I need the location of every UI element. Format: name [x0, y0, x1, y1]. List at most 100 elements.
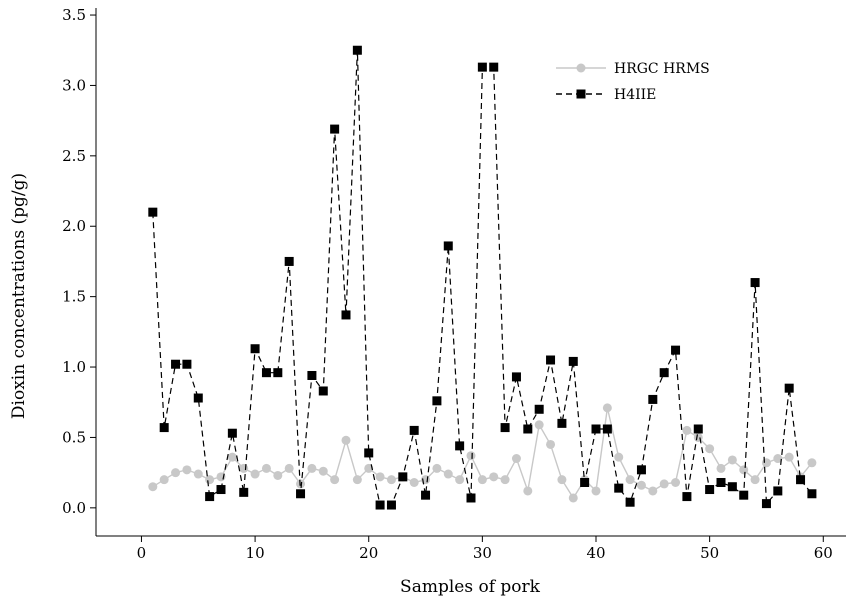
data-point [761, 499, 771, 509]
data-point [239, 487, 249, 497]
data-point [682, 425, 692, 435]
x-tick-label: 30 [473, 544, 492, 562]
data-point [455, 441, 465, 451]
data-point [500, 475, 510, 485]
data-point [750, 475, 760, 485]
series-layer [148, 45, 817, 510]
data-point [511, 454, 521, 464]
data-point [148, 482, 158, 492]
data-point [625, 497, 635, 507]
x-tick-label: 10 [246, 544, 265, 562]
data-point [614, 452, 624, 462]
data-point [727, 482, 737, 492]
data-point [250, 469, 260, 479]
data-point [489, 62, 499, 72]
data-point [693, 424, 703, 434]
data-point [352, 45, 362, 55]
legend-marker [576, 89, 586, 99]
y-tick-label: 3.5 [62, 6, 86, 24]
data-point [239, 463, 249, 473]
data-point [193, 469, 203, 479]
data-point [375, 500, 385, 510]
series-line [152, 50, 813, 506]
data-point [727, 455, 737, 465]
data-point [273, 470, 283, 480]
data-point [716, 477, 726, 487]
data-point [671, 477, 681, 487]
data-point [761, 458, 771, 468]
y-axis-label: Dioxin concentrations (pg/g) [9, 173, 29, 419]
data-point [148, 207, 158, 217]
data-point [159, 475, 169, 485]
data-point [784, 383, 794, 393]
plot-frame [95, 8, 846, 537]
data-point [409, 477, 419, 487]
data-point [318, 386, 328, 396]
data-point [307, 463, 317, 473]
data-point [534, 404, 544, 414]
data-point [784, 452, 794, 462]
data-point [636, 465, 646, 475]
x-axis-label: Samples of pork [400, 577, 541, 597]
data-point [273, 368, 283, 378]
data-point [659, 368, 669, 378]
data-point [443, 469, 453, 479]
data-point [466, 493, 476, 503]
data-point [648, 394, 658, 404]
data-point [296, 489, 306, 499]
y-tick-label: 2.5 [62, 147, 86, 165]
data-point [591, 486, 601, 496]
legend-label: HRGC HRMS [614, 61, 710, 77]
data-point [432, 396, 442, 406]
data-point [330, 124, 340, 134]
series-line [152, 407, 813, 500]
data-point [216, 485, 226, 495]
data-point [375, 472, 385, 482]
data-point [421, 490, 431, 500]
legend: HRGC HRMS H4IIE [556, 61, 710, 103]
data-point [205, 492, 215, 502]
data-point [284, 256, 294, 266]
data-point [307, 370, 317, 380]
data-point [523, 424, 533, 434]
x-tick-label: 50 [700, 544, 719, 562]
data-point [625, 475, 635, 485]
y-tick-label: 3.0 [62, 76, 86, 94]
x-axis-ticks: 0 10 20 30 40 50 60 [137, 536, 833, 562]
data-point [807, 458, 817, 468]
data-point [409, 425, 419, 435]
data-point [477, 62, 487, 72]
data-point [341, 310, 351, 320]
data-point [523, 486, 533, 496]
data-point [364, 463, 374, 473]
data-point [636, 480, 646, 490]
data-point [602, 403, 612, 413]
data-point [648, 486, 658, 496]
data-point [682, 492, 692, 502]
data-point [443, 241, 453, 251]
data-point [455, 475, 465, 485]
y-tick-label: 1.5 [62, 288, 86, 306]
data-point [330, 475, 340, 485]
legend-label: H4IIE [614, 87, 656, 103]
data-point [568, 493, 578, 503]
legend-marker [576, 63, 586, 73]
series-h4iie [148, 45, 817, 510]
data-point [614, 483, 624, 493]
data-point [386, 500, 396, 510]
data-point [511, 372, 521, 382]
data-point [352, 475, 362, 485]
data-point [250, 344, 260, 354]
data-point [386, 475, 396, 485]
data-point [182, 465, 192, 475]
data-point [705, 485, 715, 495]
data-point [602, 424, 612, 434]
data-point [466, 451, 476, 461]
data-point [773, 486, 783, 496]
data-point [693, 432, 703, 442]
x-tick-label: 20 [359, 544, 378, 562]
data-point [591, 424, 601, 434]
data-point [432, 463, 442, 473]
data-point [284, 463, 294, 473]
